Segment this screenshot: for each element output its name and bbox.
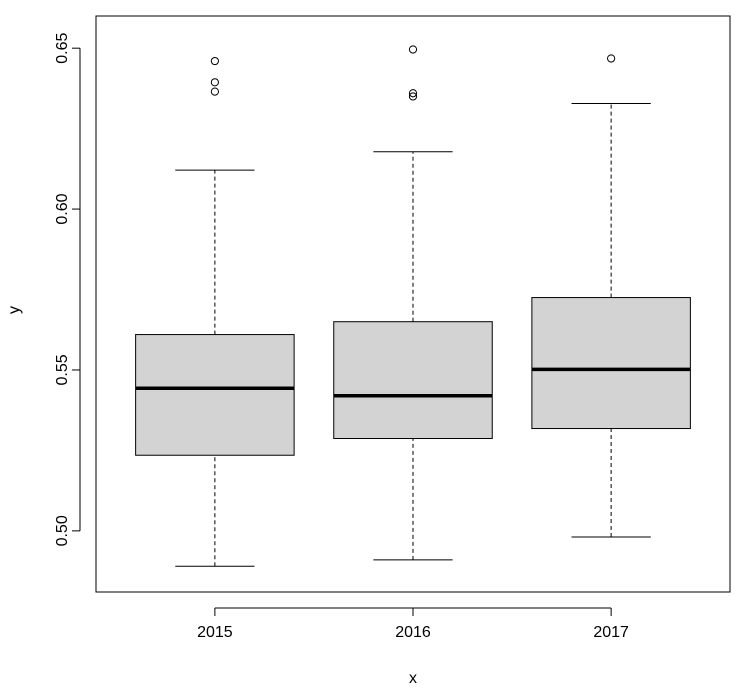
iqr-box (333, 321, 493, 440)
outlier-point (210, 87, 219, 96)
y-axis: 0.50 0.55 0.60 0.65 (54, 33, 81, 546)
y-tick-label: 0.65 (54, 33, 71, 64)
x-tick-label: 2017 (593, 624, 629, 641)
x-tick-label: 2015 (197, 624, 233, 641)
x-axis: 2015 2016 2017 (197, 607, 629, 641)
box-2016 (333, 45, 493, 561)
box-2015 (135, 56, 295, 567)
y-axis-label: y (6, 306, 23, 314)
x-tick-label: 2016 (395, 624, 431, 641)
outlier-point (408, 45, 418, 54)
box-2017 (531, 54, 691, 538)
x-axis-label: x (409, 670, 417, 687)
outlier-point (408, 92, 418, 101)
outlier-point (210, 78, 219, 87)
y-tick-label: 0.50 (54, 515, 71, 546)
outlier-point (408, 89, 418, 98)
boxes (135, 45, 691, 567)
y-tick-label: 0.60 (54, 193, 71, 224)
y-tick-label: 0.55 (54, 354, 71, 385)
iqr-box (135, 334, 295, 456)
plot-frame (95, 15, 731, 593)
iqr-box (531, 297, 691, 430)
outlier-point (210, 56, 219, 66)
outlier-point (607, 54, 616, 63)
